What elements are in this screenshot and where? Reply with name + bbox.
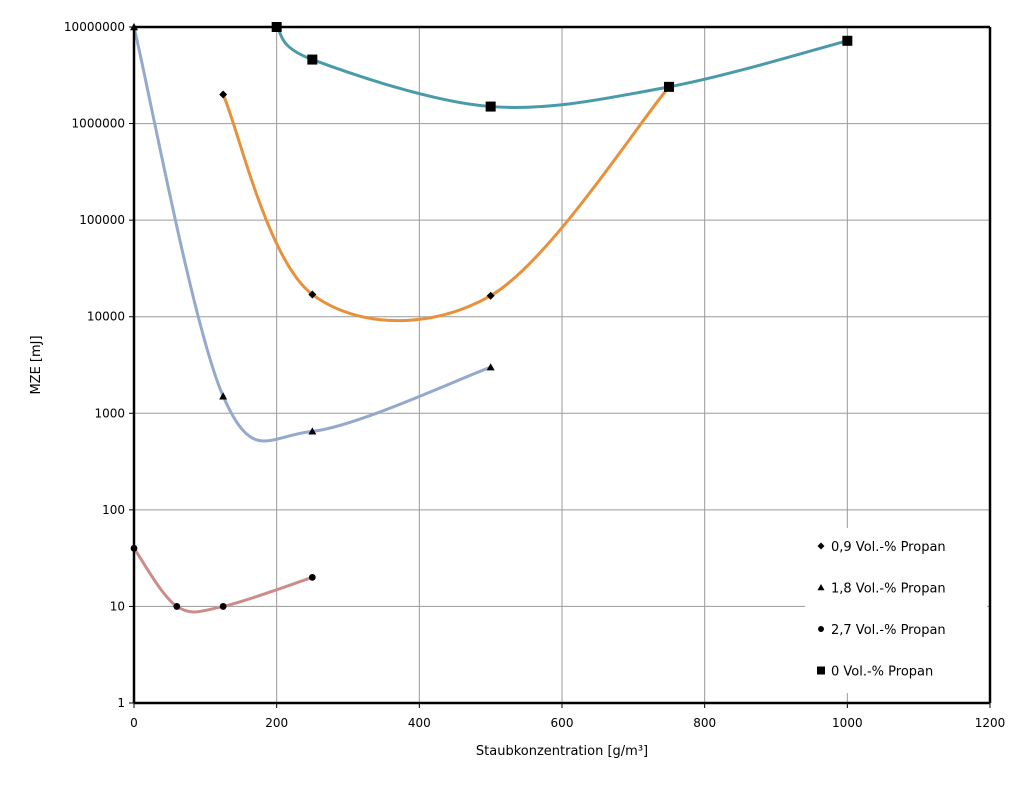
grid xyxy=(133,26,991,704)
marker-circle xyxy=(219,603,227,610)
y-tick-label: 10000 xyxy=(87,310,125,324)
marker-circle xyxy=(818,626,824,632)
series-line xyxy=(132,26,492,443)
marker-triangle xyxy=(308,427,317,435)
marker-square xyxy=(307,54,318,65)
x-tick-label: 800 xyxy=(693,716,716,730)
legend-label: 0 Vol.-% Propan xyxy=(831,665,933,680)
marker-triangle xyxy=(817,584,825,591)
series-line xyxy=(221,85,671,323)
legend-background xyxy=(805,528,987,693)
x-tick-label: 400 xyxy=(408,716,431,730)
legend-label: 2,7 Vol.-% Propan xyxy=(831,623,946,638)
marker-diamond xyxy=(817,542,825,550)
marker-circle xyxy=(308,573,316,581)
y-tick-label: 10 xyxy=(110,599,125,613)
legend-item: 1,8 Vol.-% Propan xyxy=(817,582,946,597)
series-triangle xyxy=(130,23,495,443)
marker-circle xyxy=(173,603,181,610)
y-tick-label: 1000000 xyxy=(72,117,125,131)
legend-item: 0 Vol.-% Propan xyxy=(817,665,933,680)
y-tick-label: 100 xyxy=(102,503,125,517)
y-tick-label: 10000000 xyxy=(64,20,125,34)
series-diamond xyxy=(219,82,673,323)
legend-label: 1,8 Vol.-% Propan xyxy=(831,582,946,597)
x-tick-label: 200 xyxy=(265,716,288,730)
marker-square xyxy=(664,81,674,92)
series-circle xyxy=(130,544,316,614)
legend: 0,9 Vol.-% Propan 1,8 Vol.-% Propan 2,7 Vo… xyxy=(805,528,987,693)
x-tick-label: 1200 xyxy=(975,716,1006,730)
y-tick-label: 1 xyxy=(117,696,125,710)
y-tick-label: 1000 xyxy=(94,406,125,420)
marker-diamond xyxy=(486,291,495,300)
marker-square xyxy=(817,666,825,675)
marker-diamond xyxy=(308,290,317,299)
marker-square xyxy=(842,35,853,46)
x-tick-label: 600 xyxy=(551,716,574,730)
legend-label: 0,9 Vol.-% Propan xyxy=(831,540,946,555)
tick-labels: 0 200 400 600 800 1000 1200 1 10 100 1000 10000 1000… xyxy=(64,20,1005,730)
x-tick-label: 1000 xyxy=(832,716,863,730)
series-line xyxy=(132,547,313,614)
legend-item: 0,9 Vol.-% Propan xyxy=(817,540,946,555)
marker-triangle xyxy=(219,392,228,400)
legend-item: 2,7 Vol.-% Propan xyxy=(818,623,946,638)
y-axis-label: MZE [mJ] xyxy=(29,335,44,394)
x-axis-label: Staubkonzentration [g/m³] xyxy=(476,744,648,759)
x-tick-label: 0 xyxy=(130,716,138,730)
y-tick-label: 100000 xyxy=(79,213,125,227)
series-layer xyxy=(130,22,853,614)
marker-square xyxy=(485,101,496,112)
plot-frame xyxy=(129,25,992,708)
marker-diamond xyxy=(219,90,228,99)
marker-triangle xyxy=(486,363,495,371)
